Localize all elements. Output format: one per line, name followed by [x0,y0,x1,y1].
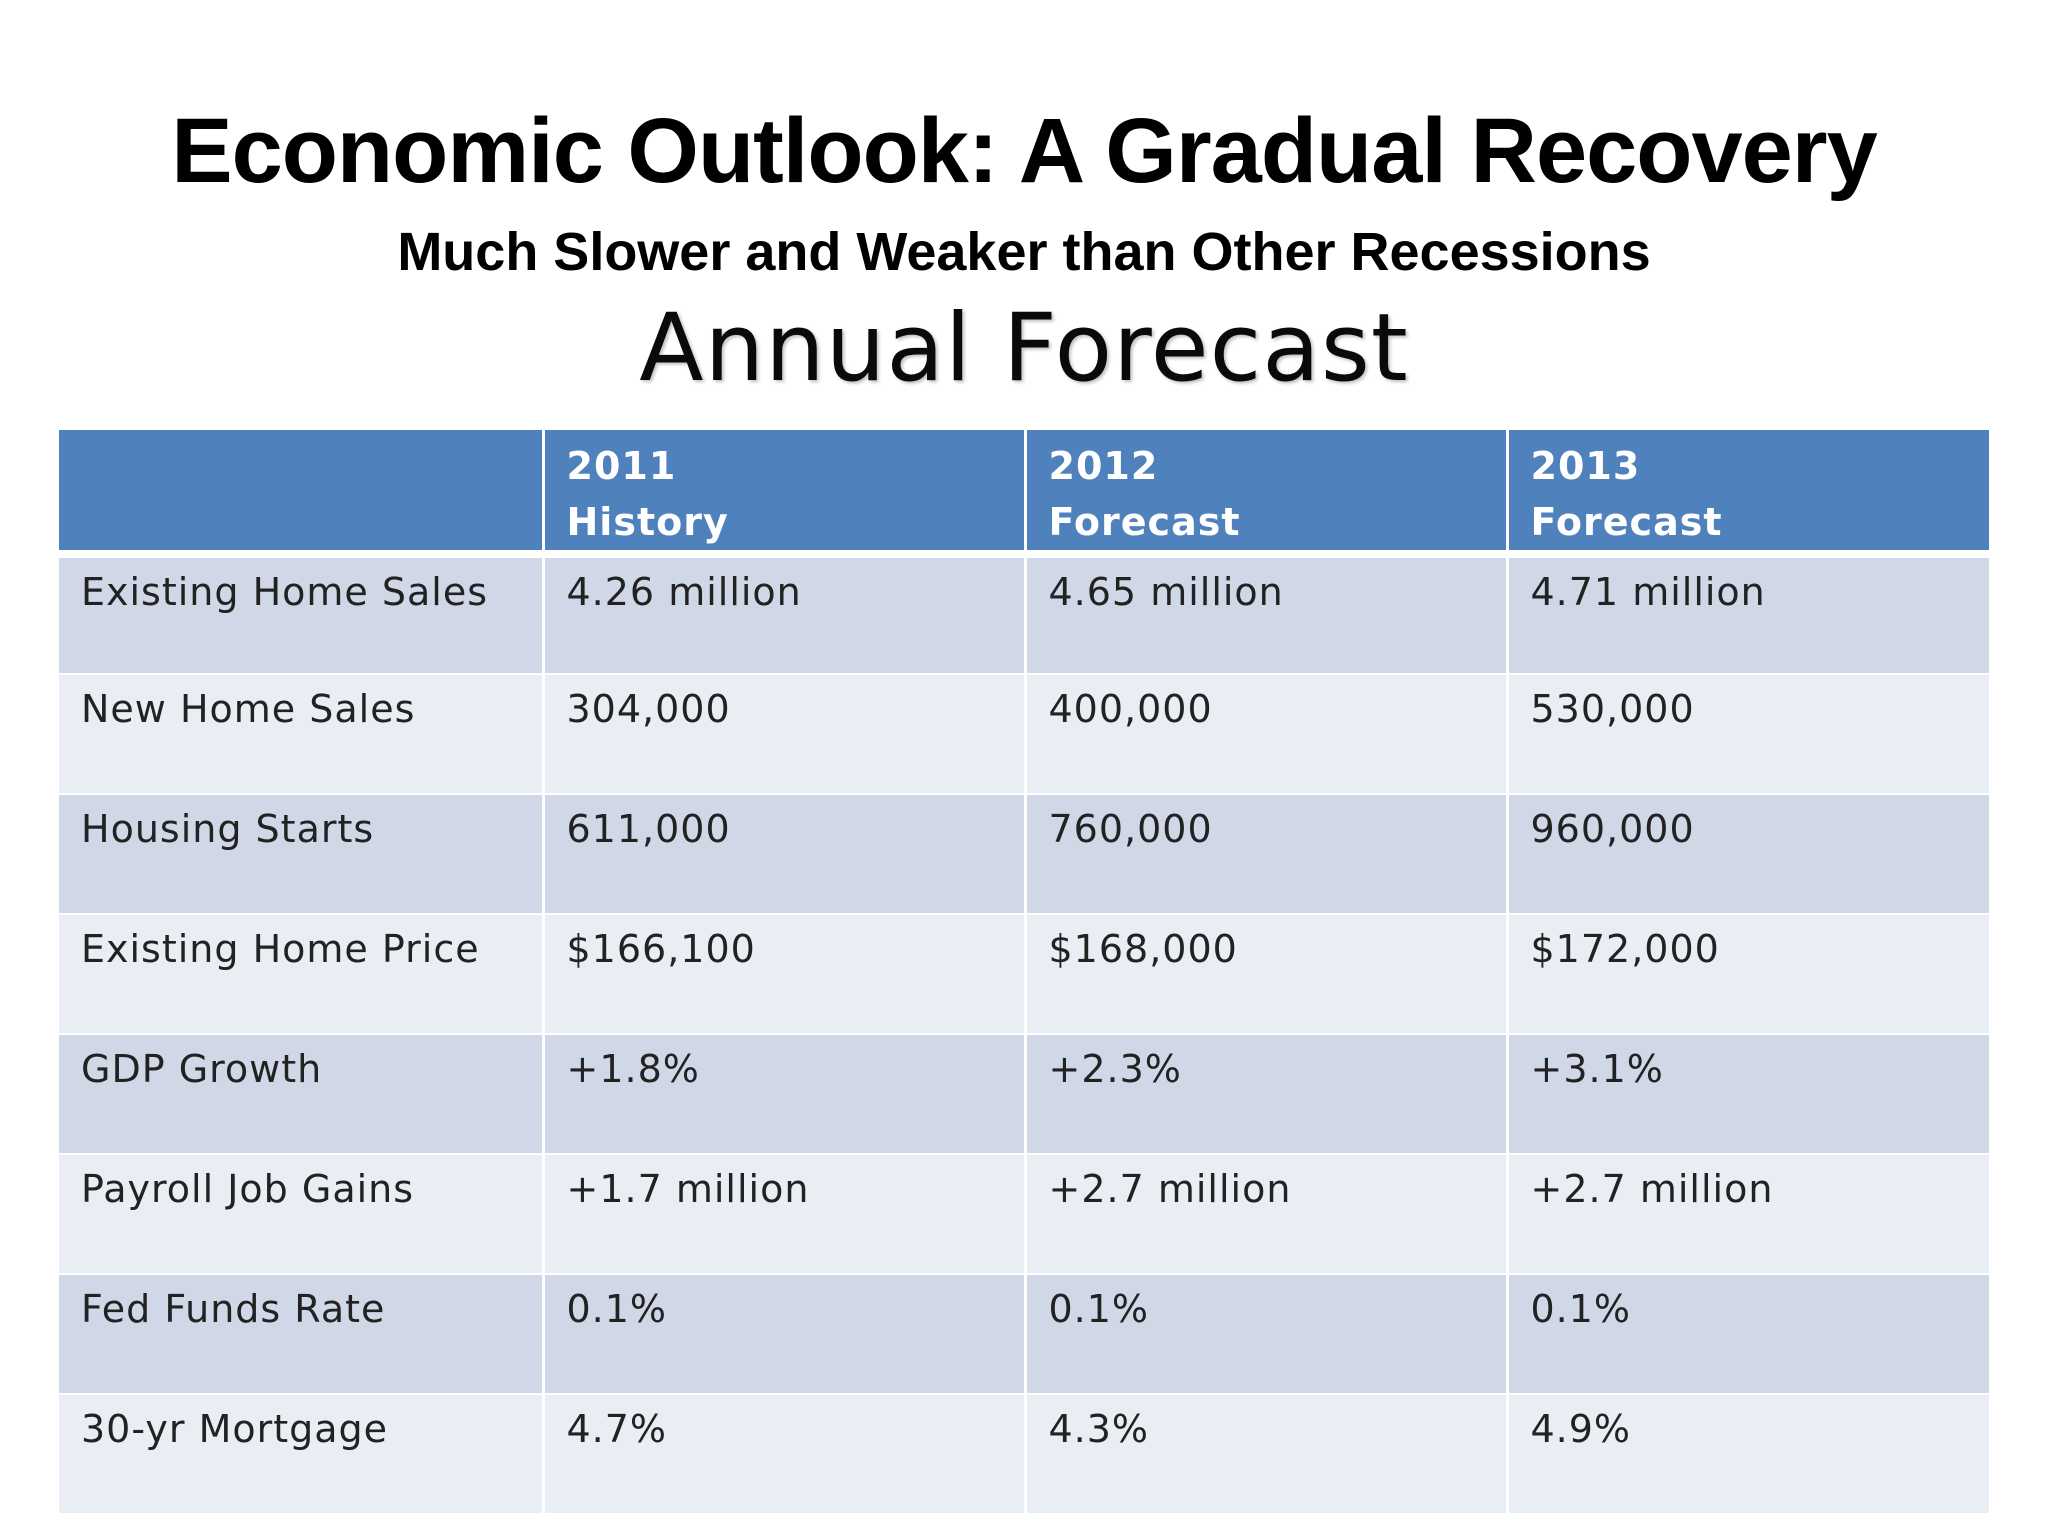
forecast-table: 2011 History 2012 Forecast 2013 Forecast… [59,430,1989,1515]
row-label: Housing Starts [59,794,543,915]
cell-value: 4.9% [1505,1394,1989,1515]
table-row: Payroll Job Gains +1.7 million +2.7 mill… [59,1154,1989,1275]
cell-value: 0.1% [1505,1274,1989,1395]
header-year: 2011 [566,444,677,488]
table-row: Housing Starts 611,000 760,000 960,000 [59,794,1989,915]
header-kind: Forecast [1530,500,1723,544]
cell-value: 400,000 [1023,674,1507,795]
cell-value: 4.3% [1023,1394,1507,1515]
table-row: Existing Home Sales 4.26 million 4.65 mi… [59,554,1989,675]
header-cell-2011: 2011 History [541,430,1025,558]
header-cell-2013: 2013 Forecast [1505,430,1989,558]
header-year: 2012 [1048,444,1159,488]
row-label: GDP Growth [59,1034,543,1155]
table-row: 30-yr Mortgage 4.7% 4.3% 4.9% [59,1394,1989,1515]
header-kind: History [566,500,729,544]
cell-value: 4.65 million [1023,554,1507,675]
header-cell-empty [59,430,543,558]
slide-title: Economic Outlook: A Gradual Recovery [171,100,1878,202]
cell-value: 4.26 million [541,554,1025,675]
header-year: 2013 [1530,444,1641,488]
row-label: 30-yr Mortgage [59,1394,543,1515]
cell-value: $166,100 [541,914,1025,1035]
table-row: Existing Home Price $166,100 $168,000 $1… [59,914,1989,1035]
cell-value: 611,000 [541,794,1025,915]
cell-value: 0.1% [541,1274,1025,1395]
table-row: GDP Growth +1.8% +2.3% +3.1% [59,1034,1989,1155]
cell-value: 304,000 [541,674,1025,795]
cell-value: +1.8% [541,1034,1025,1155]
cell-value: +3.1% [1505,1034,1989,1155]
header-cell-2012: 2012 Forecast [1023,430,1507,558]
cell-value: +2.3% [1023,1034,1507,1155]
row-label: Existing Home Sales [59,554,543,675]
row-label: New Home Sales [59,674,543,795]
table-header-row: 2011 History 2012 Forecast 2013 Forecast [59,430,1989,558]
row-label: Fed Funds Rate [59,1274,543,1395]
cell-value: 960,000 [1505,794,1989,915]
cell-value: 0.1% [1023,1274,1507,1395]
table-title: Annual Forecast [639,294,1409,403]
cell-value: +1.7 million [541,1154,1025,1275]
cell-value: 530,000 [1505,674,1989,795]
cell-value: 4.7% [541,1394,1025,1515]
table-row: Fed Funds Rate 0.1% 0.1% 0.1% [59,1274,1989,1395]
header-kind: Forecast [1048,500,1241,544]
cell-value: 4.71 million [1505,554,1989,675]
slide-subtitle: Much Slower and Weaker than Other Recess… [397,222,1651,282]
cell-value: $172,000 [1505,914,1989,1035]
cell-value: +2.7 million [1023,1154,1507,1275]
cell-value: 760,000 [1023,794,1507,915]
table-row: New Home Sales 304,000 400,000 530,000 [59,674,1989,795]
row-label: Payroll Job Gains [59,1154,543,1275]
row-label: Existing Home Price [59,914,543,1035]
cell-value: $168,000 [1023,914,1507,1035]
cell-value: +2.7 million [1505,1154,1989,1275]
